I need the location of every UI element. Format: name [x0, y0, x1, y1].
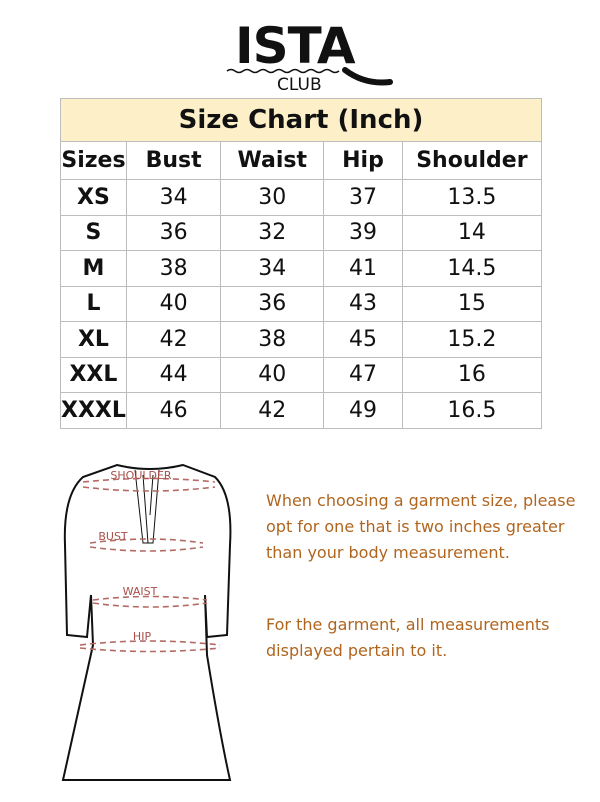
table-cell: XXXL — [60, 392, 127, 429]
table-row: XXXL 46 42 49 16.5 — [60, 392, 543, 429]
table-cell: 16.5 — [401, 392, 543, 429]
table-cell: XL — [60, 321, 127, 358]
table-cell: 45 — [323, 321, 403, 358]
table-cell: 13.5 — [401, 179, 543, 216]
table-cell: XS — [60, 179, 127, 216]
garment-measurement-diagram: SHOULDER BUST WAIST HIP — [61, 463, 232, 781]
table-cell: 14.5 — [401, 250, 543, 287]
table-cell: 49 — [323, 392, 403, 429]
table-cell: 39 — [323, 214, 403, 251]
table-cell: 37 — [323, 179, 403, 216]
chart-title: Size Chart (Inch) — [60, 98, 542, 142]
table-cell: M — [60, 250, 127, 287]
table-cell: L — [60, 285, 127, 322]
column-header: Bust — [125, 141, 222, 180]
table-row: S 36 32 39 14 — [60, 214, 543, 251]
table-cell: 36 — [220, 285, 325, 322]
table-cell: 41 — [323, 250, 403, 287]
table-cell: 34 — [125, 179, 222, 216]
table-cell: 30 — [220, 179, 325, 216]
size-chart-table: Size Chart (Inch) Sizes Bust Waist Hip Shoul… — [60, 98, 543, 429]
measurement-note: For the garment, all measurements displa… — [266, 615, 550, 660]
garment-outline — [61, 463, 232, 781]
column-header: Shoulder — [401, 141, 543, 180]
label-bust: BUST — [98, 530, 128, 543]
logo-brand: ISTA — [235, 17, 356, 75]
table-row: XL 42 38 45 15.2 — [60, 321, 543, 358]
ista-club-logo: ISTA CLUB — [226, 17, 393, 93]
table-cell: 34 — [220, 250, 325, 287]
table-cell: 15.2 — [401, 321, 543, 358]
table-cell: 16 — [401, 356, 543, 393]
label-hip: HIP — [133, 630, 152, 643]
label-shoulder: SHOULDER — [110, 469, 172, 482]
table-row: XS 34 30 37 13.5 — [60, 179, 543, 216]
table-row: XXL 44 40 47 16 — [60, 356, 543, 393]
table-cell: 38 — [125, 250, 222, 287]
table-cell: XXL — [60, 356, 127, 393]
table-row: M 38 34 41 14.5 — [60, 250, 543, 287]
column-header: Waist — [220, 141, 325, 180]
table-cell: 38 — [220, 321, 325, 358]
table-cell: 40 — [220, 356, 325, 393]
table-cell: S — [60, 214, 127, 251]
table-cell: 44 — [125, 356, 222, 393]
table-cell: 15 — [401, 285, 543, 322]
table-cell: 43 — [323, 285, 403, 322]
table-cell: 42 — [220, 392, 325, 429]
column-header: Sizes — [60, 141, 127, 180]
table-cell: 32 — [220, 214, 325, 251]
column-header: Hip — [323, 141, 403, 180]
label-waist: WAIST — [123, 585, 158, 598]
size-advice-note: When choosing a garment size, please opt… — [266, 491, 576, 562]
table-cell: 42 — [125, 321, 222, 358]
table-cell: 14 — [401, 214, 543, 251]
table-cell: 46 — [125, 392, 222, 429]
table-row: L 40 36 43 15 — [60, 285, 543, 322]
logo-sub: CLUB — [277, 75, 322, 93]
table-cell: 47 — [323, 356, 403, 393]
table-cell: 40 — [125, 285, 222, 322]
table-cell: 36 — [125, 214, 222, 251]
